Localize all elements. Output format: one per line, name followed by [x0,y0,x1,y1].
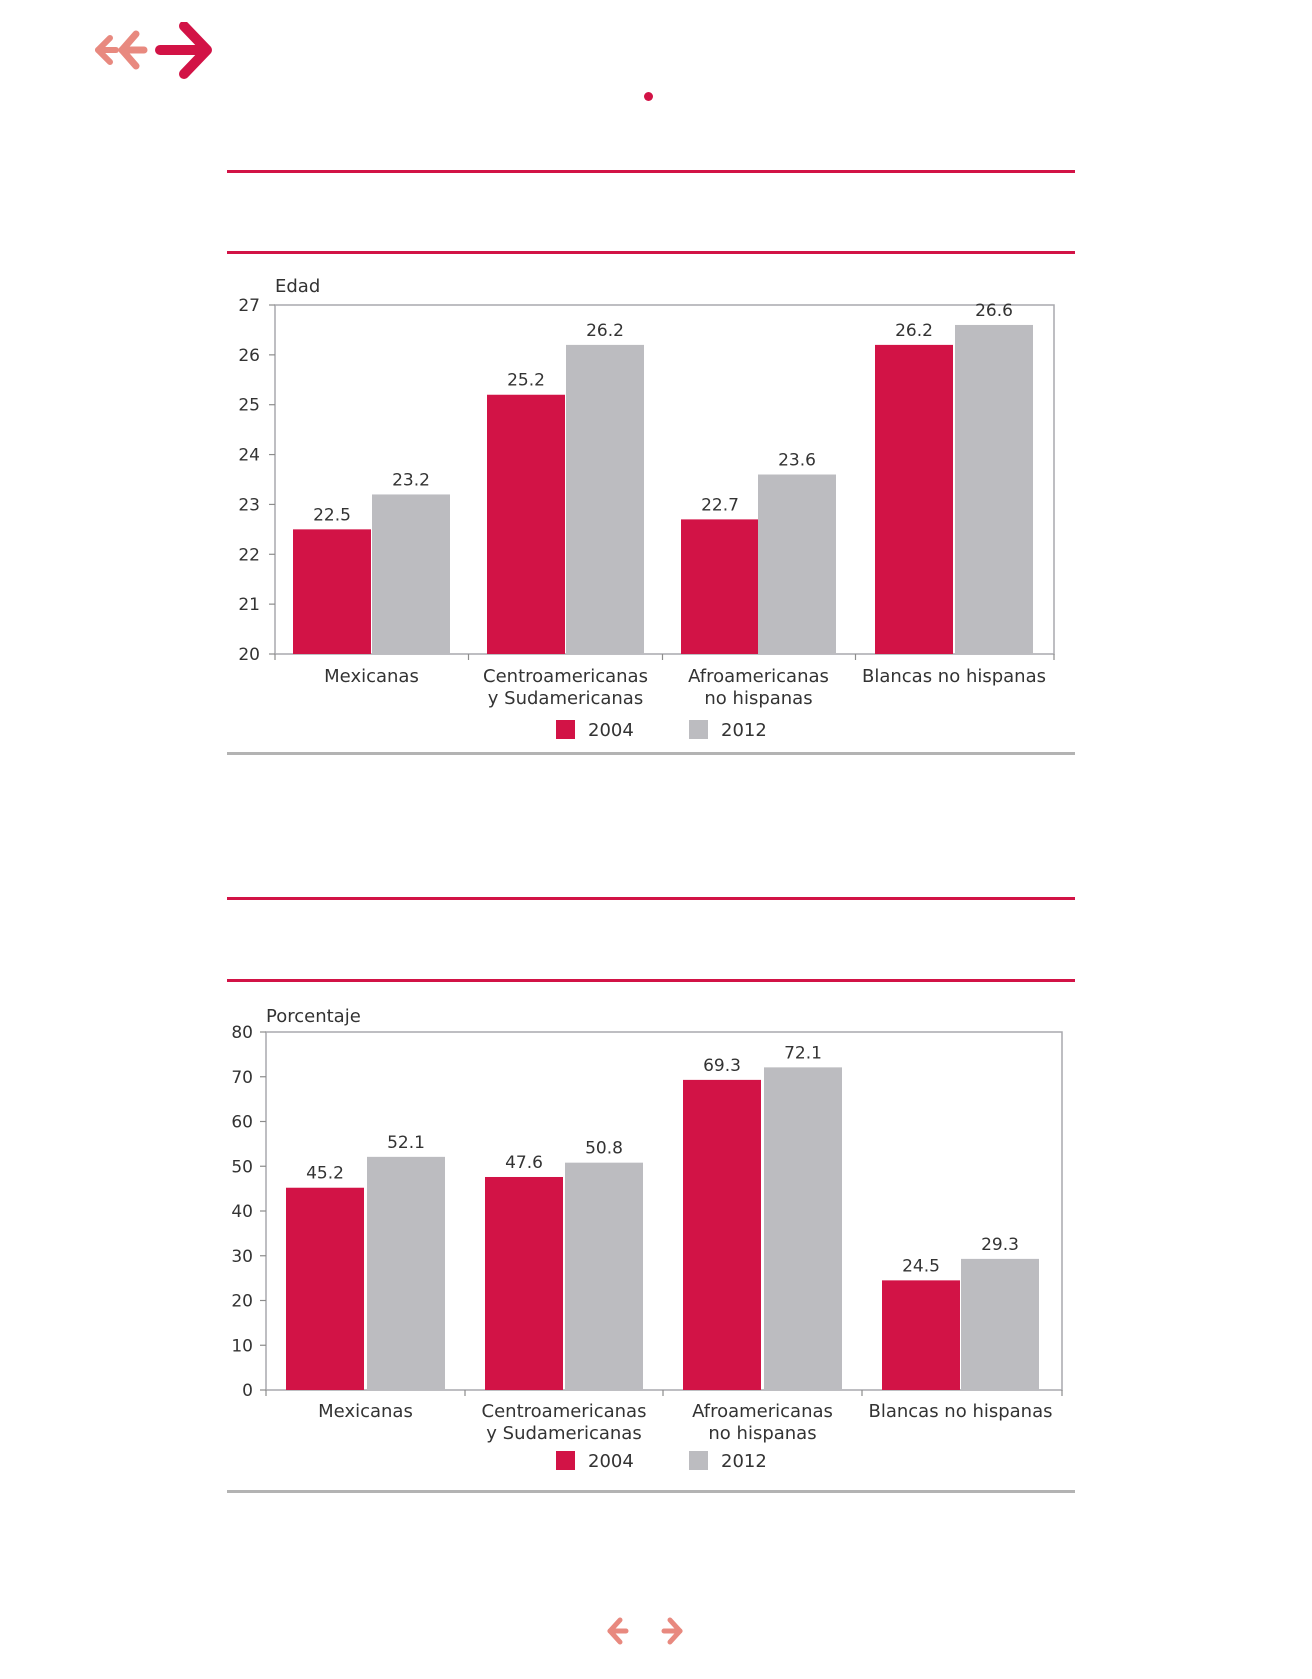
bar-chart-edad: 20 21 22 23 24 25 26 27 Edad 22.5 25.2 22.7 26.2 23.2… [0,0,1312,760]
y-tick-label: 20 [238,645,260,665]
y-tick-label: 0 [242,1381,253,1401]
x-category-label: Blancas no hispanas [862,666,1046,687]
x-category-label: Afroamericanas [688,666,829,687]
x-category-label: y Sudamericanas [486,1423,641,1444]
y-tick-label: 26 [238,346,260,366]
data-label: 22.5 [313,505,351,525]
legend-swatch-2004 [556,720,575,739]
top-navigation [92,22,222,82]
section-rule-top [227,170,1075,173]
x-category-label: Mexicanas [318,1401,413,1422]
forward-arrow-icon[interactable] [155,22,212,79]
data-label: 23.2 [392,470,430,490]
y-tick-label: 21 [238,595,260,615]
y-axis-label: Edad [275,276,320,297]
y-tick-label: 27 [238,296,260,316]
previous-arrow-icon[interactable] [607,1617,629,1645]
y-tick-label: 30 [231,1247,253,1267]
data-label: 26.2 [895,321,933,341]
bar-2012-2 [758,474,836,654]
legend-swatch-2012 [689,720,708,739]
y-tick-label: 22 [238,545,260,565]
data-label: 69.3 [703,1056,741,1076]
bar-2012-3 [955,324,1033,654]
data-label: 45.2 [306,1164,344,1184]
section-rule-top [227,897,1075,900]
legend-swatch-2004 [556,1451,575,1470]
plot-frame [274,304,1055,655]
legend-label: 2012 [721,720,767,741]
y-tick-label: 20 [231,1292,253,1312]
y-axis-label: Porcentaje [266,1006,361,1027]
bar-2012-2 [764,1067,842,1390]
y-tick-label: 24 [238,446,260,466]
page-marker-dot [644,92,653,101]
legend-label: 2004 [588,1451,634,1472]
data-label: 25.2 [507,371,545,391]
bar-2004-1 [485,1176,563,1390]
bar-2004-2 [681,519,759,654]
bar-2004-3 [882,1280,960,1390]
legend-label: 2004 [588,720,634,741]
data-label: 50.8 [585,1139,623,1159]
section-rule [227,979,1075,982]
x-category-label: Blancas no hispanas [868,1401,1052,1422]
data-label: 29.3 [981,1235,1019,1255]
x-category-label: Afroamericanas [692,1401,833,1422]
x-category-label: no hispanas [704,688,812,709]
y-tick-label: 23 [238,495,260,515]
data-label: 26.6 [975,301,1013,321]
y-tick-label: 40 [231,1202,253,1222]
section-rule-bottom [227,1490,1075,1493]
bar-chart-porcentaje: 0 10 20 30 40 50 60 70 80 Porcentaje 45.2 47.6 69.3 2… [231,1006,1063,1472]
x-category-label: y Sudamericanas [488,688,643,709]
section-rule-bottom [227,752,1075,755]
bar-2004-0 [286,1187,364,1390]
legend-swatch-2012 [689,1451,708,1470]
bar-2004-1 [487,394,565,654]
x-category-label: Centroamericanas [482,1401,647,1422]
y-tick-label: 80 [231,1023,253,1043]
y-tick-label: 50 [231,1157,253,1177]
data-label: 22.7 [701,495,739,515]
y-tick-label: 70 [231,1068,253,1088]
data-label: 47.6 [505,1153,543,1173]
bar-2012-1 [566,344,644,654]
x-category-label: no hispanas [708,1423,816,1444]
bar-2012-0 [367,1156,445,1390]
top-nav-arrows [95,22,212,79]
legend-label: 2012 [721,1451,767,1472]
data-label: 26.2 [586,321,624,341]
back-arrow-icon[interactable] [118,30,148,70]
data-label: 72.1 [784,1043,822,1063]
y-tick-label: 25 [238,396,260,416]
bar-2012-0 [372,494,450,654]
bar-2004-0 [293,529,371,654]
next-arrow-icon[interactable] [661,1617,683,1645]
x-category-label: Centroamericanas [483,666,648,687]
y-tick-label: 60 [231,1113,253,1133]
y-tick-label: 10 [231,1336,253,1356]
bottom-navigation [600,1614,690,1648]
double-back-arrow-icon[interactable] [95,35,119,65]
data-label: 23.6 [778,451,816,471]
x-category-label: Mexicanas [324,666,419,687]
bar-2012-3 [961,1258,1039,1390]
bar-2004-3 [875,344,953,654]
section-rule [227,251,1075,254]
bar-2012-1 [565,1162,643,1390]
data-label: 52.1 [387,1133,425,1153]
data-label: 24.5 [902,1256,940,1276]
bar-2004-2 [683,1079,761,1390]
